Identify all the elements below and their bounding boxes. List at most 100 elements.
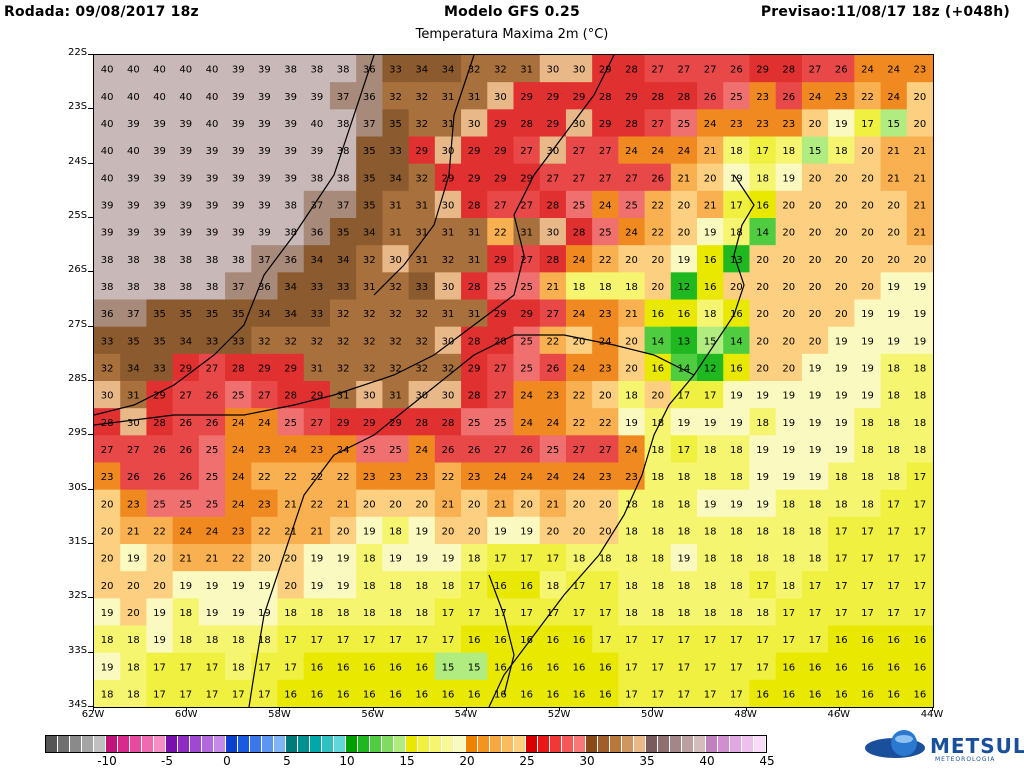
heat-cell [434, 299, 462, 328]
grid-value: 19 [337, 554, 350, 565]
grid-value: 20 [520, 499, 533, 510]
grid-value: 32 [415, 336, 428, 347]
color-swatch [70, 736, 82, 752]
grid-value: 31 [127, 391, 140, 402]
heat-cell [251, 109, 279, 138]
heat-cell [801, 652, 829, 681]
heat-cell [749, 652, 777, 681]
grid-value: 16 [573, 689, 586, 700]
grid-value: 23 [599, 309, 612, 320]
heat-cell [801, 598, 829, 627]
grid-value: 25 [468, 418, 481, 429]
longitude-label: 54W [454, 709, 478, 720]
grid-value: 20 [704, 173, 717, 184]
grid-value: 17 [861, 526, 874, 537]
heat-cell [749, 136, 777, 165]
heat-cell [539, 544, 567, 572]
heat-cell [749, 381, 777, 409]
heat-cell [225, 571, 252, 599]
color-scale-label: 15 [399, 754, 415, 768]
heat-cell [198, 462, 226, 491]
grid-value: 17 [415, 635, 428, 646]
heat-cell [146, 109, 174, 138]
grid-value: 20 [809, 173, 822, 184]
heat-cell [697, 625, 724, 654]
heat-cell [592, 353, 619, 382]
heat-cell [382, 55, 410, 83]
heat-cell [94, 272, 121, 301]
grid-value: 21 [284, 499, 297, 510]
heat-cell [749, 82, 777, 110]
grid-value: 19 [232, 608, 245, 619]
grid-value: 20 [782, 363, 795, 374]
heat-cell [670, 408, 698, 436]
grid-value: 17 [887, 581, 900, 592]
heat-cell [592, 136, 619, 165]
grid-value: 24 [232, 445, 245, 456]
grid-value: 19 [914, 336, 927, 347]
heat-cell [277, 55, 305, 83]
heat-cell [94, 652, 121, 681]
grid-value: 25 [494, 418, 507, 429]
color-swatch [118, 736, 130, 752]
heat-cell [329, 571, 357, 599]
color-swatch [646, 736, 658, 752]
heat-cell [749, 489, 777, 518]
grid-value: 20 [468, 499, 481, 510]
grid-value: 18 [861, 472, 874, 483]
heat-cell [329, 516, 357, 545]
heat-cell [880, 381, 908, 409]
grid-value: 37 [363, 119, 376, 130]
grid-value: 35 [337, 228, 350, 239]
longitude-tick [186, 707, 188, 711]
heat-cell [356, 190, 384, 219]
grid-value: 19 [520, 526, 533, 537]
heat-cell [670, 625, 698, 654]
color-swatch [334, 736, 346, 752]
grid-value: 26 [730, 65, 743, 76]
heat-cell [94, 489, 121, 518]
longitude-label: 50W [641, 709, 664, 720]
heat-cell [277, 218, 305, 246]
heat-cell [723, 462, 751, 491]
heat-cell [329, 55, 357, 83]
grid-value: 26 [206, 391, 219, 402]
grid-value: 32 [415, 92, 428, 103]
grid-value: 26 [546, 363, 559, 374]
heat-cell [356, 571, 384, 599]
color-swatch [382, 736, 394, 752]
grid-value: 19 [756, 499, 769, 510]
grid-value: 32 [284, 336, 297, 347]
heat-cell [198, 109, 226, 138]
heat-cell [461, 625, 488, 654]
heat-cell [329, 136, 357, 165]
heat-cell [303, 136, 331, 165]
grid-value: 18 [914, 445, 927, 456]
grid-value: 29 [494, 255, 507, 266]
grid-value: 18 [232, 662, 245, 673]
heat-cell [382, 136, 410, 165]
grid-value: 17 [914, 499, 927, 510]
grid-value: 21 [206, 554, 219, 565]
grid-value: 15 [442, 662, 455, 673]
heat-cell [277, 245, 305, 273]
heat-cell [408, 82, 436, 110]
heat-cell [513, 435, 541, 464]
heat-cell [749, 598, 777, 627]
grid-value: 32 [415, 363, 428, 374]
heat-cell [828, 571, 855, 599]
grid-value: 33 [232, 336, 245, 347]
longitude-label: 56W [361, 709, 384, 720]
grid-value: 28 [468, 391, 481, 402]
grid-value: 29 [520, 173, 533, 184]
heat-cell [854, 625, 882, 654]
grid-value: 20 [756, 336, 769, 347]
grid-value: 24 [625, 445, 638, 456]
coastline [488, 174, 755, 707]
heat-cell [434, 679, 462, 707]
heat-cell [723, 353, 751, 382]
grid-value: 24 [258, 418, 271, 429]
heat-cell [697, 245, 724, 273]
grid-value: 19 [101, 662, 114, 673]
heat-cell [251, 544, 279, 572]
